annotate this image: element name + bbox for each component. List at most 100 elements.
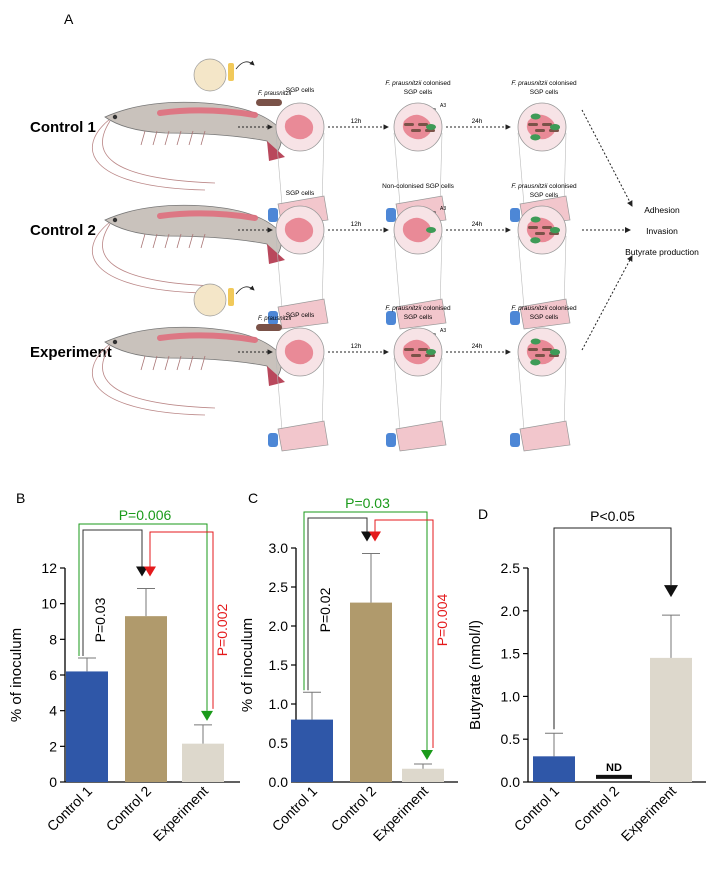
shrimp-leg: [176, 233, 182, 249]
fprausnitzii-rod: [535, 232, 545, 235]
y-tick-label: 1.0: [269, 696, 289, 712]
fprausnitzii-icon: [256, 324, 282, 331]
sig-arrow-black: [361, 531, 373, 542]
culture-flask: [510, 298, 571, 330]
sig-arrow-red: [369, 531, 381, 542]
stage3-italic: F. prausnitzii: [511, 80, 548, 87]
sgp-cell-circle: [275, 327, 325, 431]
outcome-group: Adhesion Invasion Butyrate production: [581, 109, 699, 351]
stage2-italic: F. prausnitzii: [385, 305, 422, 312]
flask-cap: [268, 311, 278, 325]
bar: [350, 602, 392, 782]
projection-line: [275, 132, 283, 206]
panel-label: B: [16, 490, 25, 506]
inoculum-arrow: [235, 60, 255, 70]
sgp-cell-circle: [393, 102, 443, 206]
shrimp-antenna: [92, 221, 206, 294]
time-24h: 24h: [472, 118, 483, 125]
sig-line-black: [82, 529, 143, 657]
flask-cap: [510, 208, 520, 222]
sig-line-green: [303, 511, 428, 751]
shrimp-eye: [112, 114, 118, 120]
y-tick-label: 6: [49, 667, 57, 683]
sgp-cell-circle: [517, 327, 567, 431]
vibrio-bacterium: [530, 237, 541, 244]
fprausnitzii-rod: [535, 129, 545, 132]
flask-cap: [268, 433, 278, 447]
category-label: Control 1: [269, 783, 321, 835]
panel-label: D: [478, 506, 488, 522]
stage3-italic: F. prausnitzii: [511, 183, 548, 190]
stage1-label: SGP cells: [286, 87, 315, 94]
tube-icon: [228, 288, 234, 306]
sgp-cell: [284, 114, 314, 140]
shrimp-tail: [267, 244, 285, 264]
vibrio-bacterium: [530, 338, 541, 345]
shrimp-leg: [152, 130, 158, 146]
projection-line: [563, 235, 567, 309]
sig-arrow-black: [136, 566, 148, 577]
y-tick-label: 4: [49, 703, 57, 719]
y-tick-label: 2: [49, 738, 57, 754]
y-axis-label: % of inoculum: [8, 628, 25, 722]
fprausnitzii-rod: [404, 123, 414, 126]
bar: [650, 657, 692, 782]
category-label: Control 2: [571, 783, 623, 835]
flask-body: [519, 420, 571, 452]
culture-flask: [386, 298, 447, 330]
stage2-roman: colonised: [421, 305, 451, 312]
fprausnitzii-rod: [542, 226, 552, 229]
sgp-cell-circle: [275, 102, 325, 206]
stage2-italic: F. prausnitzii: [385, 80, 422, 87]
fprausnitzii-rod: [418, 348, 428, 351]
stage2-label: F. prausnitzii colonised: [385, 305, 451, 312]
shrimp-leg: [200, 130, 206, 146]
projection-line: [393, 132, 401, 206]
sgp-cell: [402, 114, 432, 140]
y-tick-label: 2.5: [501, 560, 521, 576]
shrimp-antenna: [102, 223, 216, 287]
fprausnitzii-rod: [411, 129, 421, 132]
shrimp-leg: [140, 130, 146, 146]
projection-line: [321, 357, 325, 431]
shrimp-leg: [176, 130, 182, 146]
shrimp-leg: [140, 233, 146, 249]
sig-arrow-green: [201, 710, 213, 721]
sig-line-black: [307, 517, 368, 691]
projection-line: [517, 235, 525, 309]
bar: [66, 671, 108, 782]
y-tick-label: 0.0: [269, 774, 289, 790]
shrimp-leg: [140, 355, 146, 371]
shrimp-antenna: [102, 120, 216, 184]
y-tick-label: 1.5: [269, 657, 289, 673]
sgp-cell-circle: [275, 205, 325, 309]
projection-line: [439, 357, 443, 431]
shrimp-eye: [112, 217, 118, 223]
sgp-cell: [402, 339, 432, 365]
chart-B: B 0 2 4 6 8 10 12 % of inoculum Control 1 Control …: [8, 490, 240, 844]
vp-superscript: A3: [440, 206, 446, 212]
category-label: Experiment: [618, 783, 679, 844]
projection-line: [563, 132, 567, 206]
p-value-green: P=0.006: [119, 507, 172, 523]
row-2: Control 2 SGP cells 12h Non-colonised SGP c…: [30, 183, 577, 330]
outcome-invasion: Invasion: [646, 226, 678, 236]
y-tick-label: 0.5: [501, 731, 521, 747]
bacteria-label: F. prausnitzii: [258, 316, 292, 322]
vibrio-bacterium: [549, 349, 560, 356]
y-tick-label: 2.5: [269, 579, 289, 595]
y-tick-label: 8: [49, 631, 57, 647]
p-value-black: P=0.03: [92, 597, 108, 642]
outcome-adhesion: Adhesion: [644, 205, 680, 215]
time-12h: 12h: [351, 343, 362, 350]
shrimp-leg: [188, 355, 194, 371]
p-value-red: P=0.002: [214, 604, 230, 657]
sgp-cell: [526, 339, 556, 365]
flask-body: [277, 298, 329, 330]
stage3-label: F. prausnitzii colonised: [511, 80, 577, 87]
sig-arrow-green: [421, 750, 433, 761]
fprausnitzii-icon: [256, 99, 282, 106]
stage2-label-line2: SGP cells: [404, 89, 433, 96]
row-label: Experiment: [30, 344, 112, 361]
